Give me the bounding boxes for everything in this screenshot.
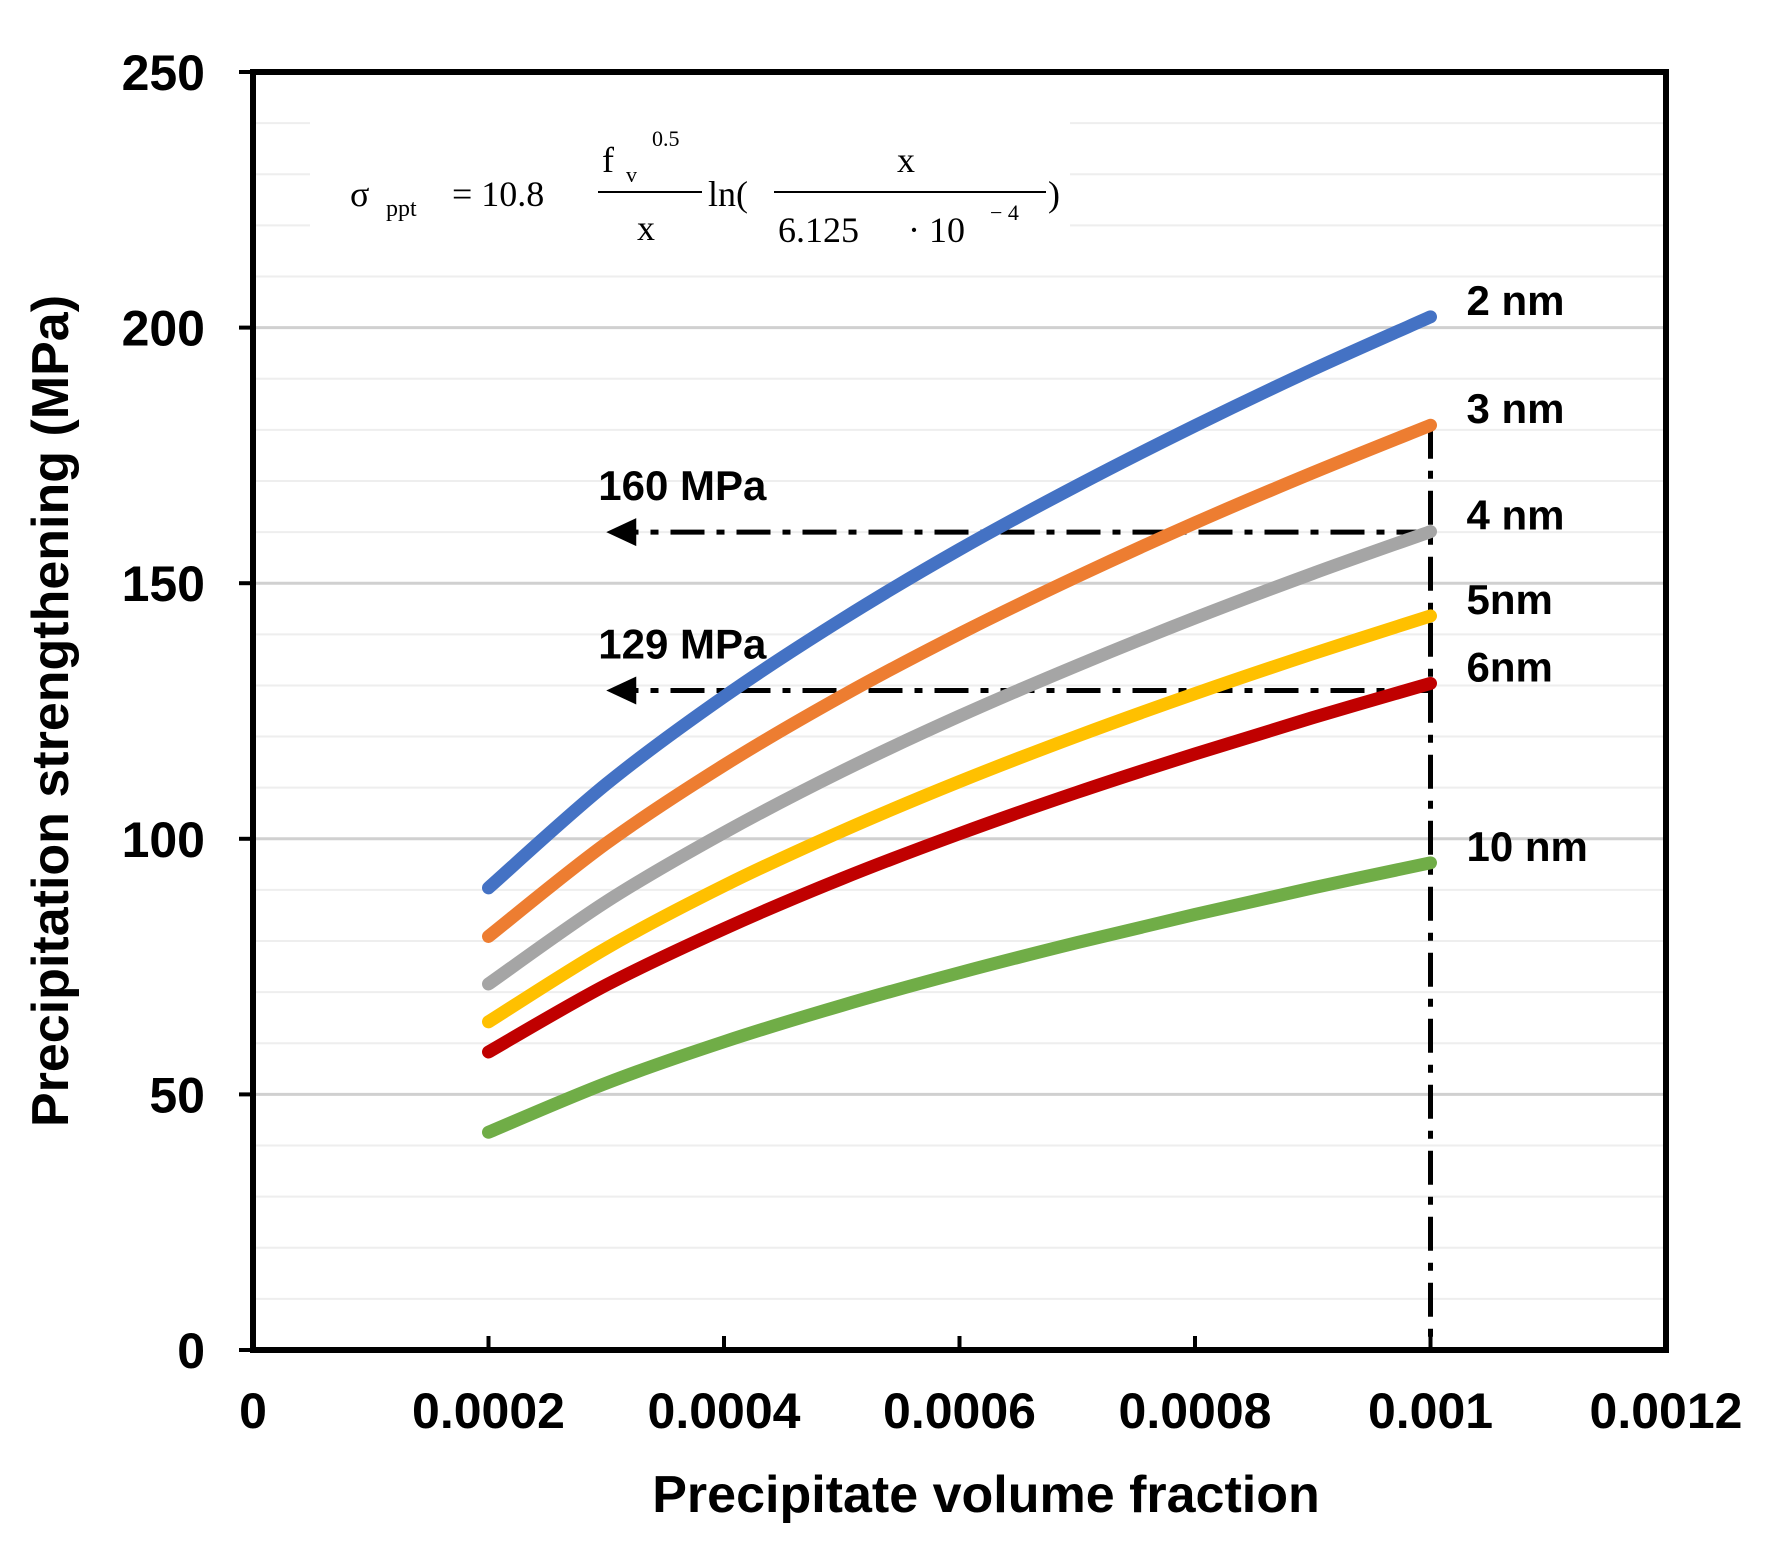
x-tick-label: 0.0006: [883, 1383, 1036, 1439]
y-tick-label: 200: [122, 301, 205, 357]
equation-denominator-value: 6.125: [778, 210, 859, 250]
series-label-6nm: 6nm: [1467, 643, 1553, 690]
series-label-5nm: 5nm: [1467, 576, 1553, 623]
x-tick-label: 0.001: [1368, 1383, 1493, 1439]
equation-v-subscript: v: [626, 162, 637, 187]
x-tick-label: 0: [239, 1383, 267, 1439]
series-line-2nm: [482, 310, 1437, 895]
y-tick-label: 50: [149, 1067, 205, 1123]
equation: σ ppt = 10.8 f v 0.5 x ln( x 6.125 · 10 …: [310, 118, 1070, 268]
y-tick-label: 250: [122, 45, 205, 101]
annotation-label: 129 MPa: [598, 621, 767, 668]
x-tick-label: 0.0004: [648, 1383, 801, 1439]
annotation-arrowhead: [606, 676, 637, 705]
x-tick-label: 0.0008: [1119, 1383, 1272, 1439]
axis-ticks: 0 50 100 150 200 250 0 0.0002 0.0004 0.0006 0.0008…: [122, 45, 1743, 1439]
series-line-4nm: [482, 525, 1437, 991]
x-axis-title: Precipitate volume fraction: [652, 1466, 1320, 1524]
series-line-6nm: [482, 676, 1437, 1059]
annotations: 160 MPa 129 MPa: [598, 424, 1433, 1350]
equation-denominator-x: x: [637, 208, 655, 248]
series-label-10nm: 10 nm: [1467, 823, 1588, 870]
series-line-5nm: [482, 609, 1437, 1029]
y-tick-label: 0: [177, 1323, 205, 1379]
y-axis-title: Precipitation strengthening (MPa): [22, 295, 80, 1127]
equation-denominator-exponent: − 4: [990, 200, 1019, 225]
series-line-3nm: [482, 418, 1437, 943]
series-line-10nm: [482, 856, 1437, 1139]
equation-exponent: 0.5: [652, 126, 680, 151]
equation-subscript-ppt: ppt: [386, 196, 417, 222]
y-tick-label: 100: [122, 812, 205, 868]
equation-coefficient: = 10.8: [452, 174, 544, 214]
equation-numerator-x: x: [897, 140, 915, 180]
x-tick-label: 0.0002: [412, 1383, 565, 1439]
y-tick-label: 150: [122, 556, 205, 612]
series-label-3nm: 3 nm: [1467, 385, 1565, 432]
equation-f: f: [602, 140, 614, 180]
series-labels: 2 nm 3 nm 4 nm 5nm 6nm 10 nm: [1467, 277, 1588, 870]
equation-sigma: σ: [350, 174, 369, 214]
x-tick-label: 0.0012: [1590, 1383, 1743, 1439]
series-label-4nm: 4 nm: [1467, 492, 1565, 539]
equation-denominator-ten: · 10: [908, 210, 965, 250]
series: [482, 310, 1437, 1139]
equation-ln: ln(: [708, 174, 748, 214]
series-label-2nm: 2 nm: [1467, 277, 1565, 324]
annotation-label: 160 MPa: [598, 462, 767, 509]
annotation-arrowhead: [606, 518, 637, 547]
equation-close-paren: ): [1048, 174, 1060, 214]
